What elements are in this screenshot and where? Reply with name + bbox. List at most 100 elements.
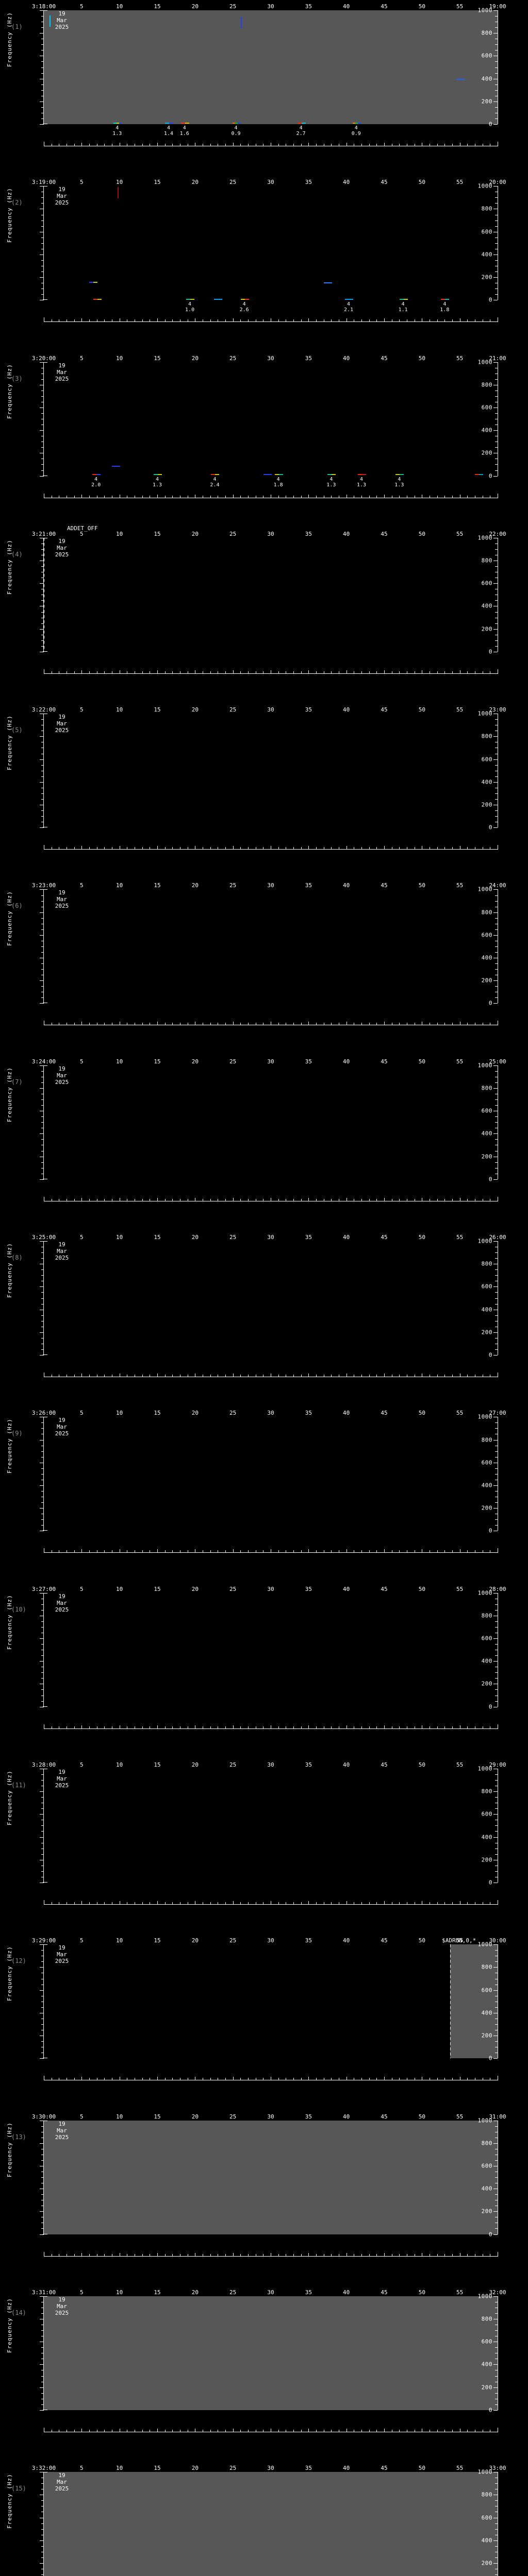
x-axis-tick: [376, 1902, 377, 1904]
y-axis-line: [40, 1768, 47, 1883]
data-region[interactable]: [44, 10, 498, 124]
detection-marker[interactable]: [240, 299, 249, 300]
x-axis-tick: [293, 1198, 294, 1201]
data-region[interactable]: [44, 714, 498, 828]
data-region[interactable]: [44, 2120, 498, 2234]
x-axis-tick: [248, 2078, 249, 2080]
detection-label: 4 2.4: [210, 477, 220, 488]
y-axis-tick-right: [495, 1604, 498, 1605]
data-region[interactable]: [44, 889, 498, 1004]
x-axis-tick: [369, 1198, 370, 1201]
detection-marker[interactable]: [180, 123, 189, 124]
data-region[interactable]: [44, 1768, 498, 1883]
detection-segment: [475, 474, 480, 476]
x-axis-tick-label: 25: [229, 882, 237, 889]
y-axis-tick-right: [495, 1298, 498, 1299]
detection-marker[interactable]: [186, 299, 195, 300]
data-region[interactable]: [44, 2296, 498, 2410]
x-axis-tick: [104, 1023, 105, 1025]
detection-marker[interactable]: [93, 299, 102, 300]
detection-marker[interactable]: [112, 465, 121, 467]
detection-marker[interactable]: [154, 474, 162, 476]
y-axis-tick: [41, 61, 44, 62]
data-region[interactable]: [44, 1065, 498, 1179]
data-region[interactable]: [44, 1241, 498, 1355]
detection-marker[interactable]: [352, 123, 361, 124]
data-region[interactable]: [44, 186, 498, 300]
y-axis-tick-right: [495, 84, 498, 85]
y-axis-tick-right: [495, 1519, 498, 1520]
detection-marker[interactable]: [117, 187, 119, 199]
x-axis-tick: [346, 1022, 347, 1026]
y-axis-tick: [41, 470, 44, 471]
x-axis-date-label: 19 Mar 2025: [55, 362, 69, 382]
detection-marker[interactable]: [441, 299, 450, 300]
y-axis-tick: [40, 1508, 44, 1509]
spectrogram-panel: Frequency (Hz) (7) 0 200 400 600 800 1000 3:24:0…: [0, 1055, 528, 1231]
x-axis-tick-label: 55: [456, 354, 464, 362]
y-axis-tick-right: [495, 719, 498, 720]
detection-marker[interactable]: [165, 123, 173, 124]
x-axis-tick: [278, 1023, 279, 1025]
detection-marker[interactable]: [324, 282, 332, 284]
detection-marker[interactable]: [49, 15, 51, 27]
detection-marker[interactable]: [297, 123, 306, 124]
y-axis-tick-right: [495, 1071, 498, 1072]
y-axis-tick-right: [495, 1701, 498, 1702]
y-axis-tick: [41, 1621, 44, 1622]
detection-marker[interactable]: [475, 474, 484, 476]
data-region[interactable]: [44, 362, 498, 476]
data-region[interactable]: [44, 537, 498, 652]
y-axis-tick: [40, 1592, 44, 1594]
detection-marker[interactable]: [211, 474, 220, 476]
x-axis-tick-label: 5: [80, 530, 84, 537]
detection-marker[interactable]: [456, 78, 465, 80]
date-line: 19: [58, 1417, 65, 1424]
y-axis-tick-right: [493, 1485, 498, 1486]
detection-marker[interactable]: [240, 17, 242, 29]
x-axis-tick-label: 20: [191, 1585, 199, 1592]
detection-marker[interactable]: [345, 299, 354, 300]
x-axis-tick-label: 15: [154, 882, 161, 889]
date-line: 19: [58, 1768, 65, 1775]
y-axis-tick-right: [495, 67, 498, 68]
detection-marker[interactable]: [395, 474, 404, 476]
spectrogram-panel: Frequency (Hz)(15)020040060080010003:32:…: [0, 2462, 528, 2576]
x-axis-tick: [331, 495, 332, 498]
x-axis-tick: [361, 1902, 362, 1904]
detection-marker[interactable]: [358, 474, 366, 476]
x-axis-tick: [240, 1198, 241, 1201]
x-axis-tick: [331, 1198, 332, 1201]
detection-marker[interactable]: [274, 474, 283, 476]
x-axis-tick-label: 55: [456, 882, 464, 889]
detection-marker[interactable]: [263, 474, 272, 476]
detection-marker[interactable]: [89, 281, 98, 283]
x-axis-tick-label: 30: [267, 1058, 274, 1065]
data-region[interactable]: [44, 2472, 498, 2576]
detection-marker[interactable]: [92, 474, 101, 476]
x-axis-tick: [164, 1375, 166, 1377]
data-region[interactable]: [44, 1944, 498, 2059]
x-axis-tick: [444, 1023, 446, 1025]
y-axis-tick-right: [493, 2410, 498, 2411]
y-axis-tick-right: [493, 1286, 498, 1287]
x-axis-tick-label: 50: [418, 2113, 425, 2120]
x-axis-tick: [331, 1023, 332, 1025]
detection-marker[interactable]: [327, 474, 336, 476]
spectrogram-panel: Frequency (Hz) (2) 0 200 400 600 800 1000 4 1.0 4…: [0, 176, 528, 351]
x-axis-tick: [81, 1549, 82, 1553]
x-axis-tick: [89, 1902, 90, 1904]
x-axis-tick: [81, 1022, 82, 1026]
detection-marker[interactable]: [214, 298, 223, 300]
detection-marker[interactable]: [399, 299, 408, 300]
y-axis-tick-label: 1000: [477, 2117, 492, 2124]
x-axis-tick-label: 5: [80, 1585, 84, 1592]
y-axis-tick: [41, 243, 44, 244]
x-axis-tick: [467, 1902, 468, 1904]
data-region[interactable]: [44, 1417, 498, 1531]
detection-marker[interactable]: [232, 123, 241, 124]
y-axis-line: [40, 2120, 47, 2235]
data-region[interactable]: [44, 1592, 498, 1707]
detection-marker[interactable]: [113, 123, 122, 124]
x-axis-tick: [164, 1550, 166, 1553]
